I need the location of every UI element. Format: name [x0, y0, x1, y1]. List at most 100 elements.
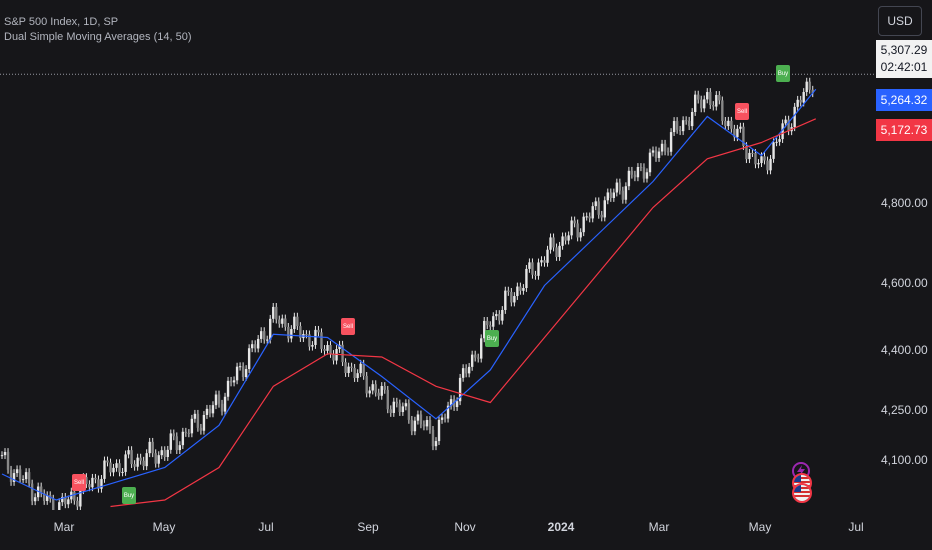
candle-body [133, 464, 136, 467]
candle-body [85, 477, 88, 485]
candle-body [724, 120, 727, 127]
candle-body [437, 419, 441, 442]
sma14-price-tag: 5,264.32 [876, 89, 932, 111]
candle-body [359, 363, 362, 374]
buy-signal-badge[interactable]: Buy [122, 487, 136, 504]
candle-body [525, 268, 528, 289]
candle-body [33, 497, 37, 502]
candle-body [181, 431, 185, 446]
candle-body [39, 486, 43, 494]
time-tick: May [152, 520, 176, 534]
candle-body [392, 401, 396, 413]
currency-button[interactable]: USD [878, 6, 922, 36]
candle-body [751, 152, 754, 154]
candle-body [353, 367, 356, 379]
candle-body [190, 418, 194, 434]
candle-body [425, 420, 429, 427]
candle-body [467, 366, 471, 374]
candle-body [109, 462, 112, 473]
candle-body [672, 121, 676, 133]
candle-body [136, 457, 139, 467]
candle-body [570, 220, 573, 236]
candle-body [121, 471, 124, 473]
time-tick: May [748, 520, 772, 534]
candle-body [15, 469, 19, 474]
candle-body [398, 403, 402, 413]
candle-body [588, 216, 591, 219]
candle-body [416, 414, 420, 421]
candle-body [305, 334, 308, 336]
time-tick: Jul [258, 520, 274, 534]
candle-body [775, 141, 778, 143]
candle-body [229, 380, 233, 383]
candle-body [344, 362, 347, 374]
candle-body [733, 128, 736, 138]
candle-body [266, 339, 269, 341]
candle-body [299, 326, 302, 339]
candle-body [603, 200, 606, 218]
candle-body [220, 403, 224, 412]
candle-body [567, 235, 570, 241]
candle-body [507, 290, 510, 292]
candle-body [796, 99, 799, 107]
candle-body [91, 477, 94, 488]
candle-body [362, 363, 365, 376]
candle-body [278, 319, 281, 324]
candle-body [480, 338, 483, 359]
sma50-price-tag: 5,172.73 [876, 119, 932, 141]
candle-body [501, 309, 504, 321]
buy-signal-badge[interactable]: Buy [485, 330, 499, 347]
candle-body [715, 94, 718, 107]
candle-body [112, 467, 115, 473]
candle-body [498, 314, 501, 321]
candle-body [259, 331, 263, 339]
candle-body [410, 419, 414, 432]
sell-signal-badge[interactable]: Sell [72, 474, 86, 491]
candle-body [721, 100, 724, 121]
chart-pane[interactable]: S&P 500 Index, 1D, SP Dual Simple Moving… [0, 0, 875, 510]
candle-body [350, 366, 353, 368]
candle-body [58, 502, 61, 510]
candle-body [377, 392, 380, 396]
candle-body [386, 389, 389, 410]
indicator-title[interactable]: Dual Simple Moving Averages (14, 50) [4, 31, 192, 43]
buy-signal-badge[interactable]: Buy [776, 65, 790, 82]
price-axis[interactable]: 4,800.00 4,600.00 4,400.00 4,250.00 4,10… [875, 0, 932, 510]
candle-body [627, 170, 631, 187]
candle-body [446, 405, 450, 419]
candle-body [781, 123, 784, 140]
candle-body [422, 424, 426, 427]
candle-body [473, 354, 477, 358]
candle-body [293, 316, 296, 330]
candle-body [739, 126, 742, 129]
last-price-tag: 5,307.29 02:42:01 [876, 40, 932, 78]
time-tick: Nov [454, 520, 476, 534]
candle-body [365, 375, 368, 394]
candle-body [769, 158, 772, 171]
candle-body [573, 220, 576, 224]
candle-body [546, 249, 549, 263]
candle-body [103, 460, 106, 479]
candle-body [124, 454, 127, 472]
candle-body [193, 413, 197, 419]
candle-body [76, 500, 79, 507]
candle-body [296, 316, 299, 327]
last-price-value: 5,307.29 [880, 43, 928, 57]
candle-body [383, 386, 386, 390]
candle-body [46, 495, 49, 501]
candle-body [591, 206, 594, 219]
candle-body [745, 146, 748, 160]
sell-signal-badge[interactable]: Sell [735, 103, 749, 120]
candle-body [196, 413, 200, 428]
us-flag-icon[interactable] [792, 483, 812, 503]
time-axis[interactable]: Mar May Jul Sep Nov 2024 Mar May Jul [0, 510, 932, 550]
sell-signal-badge[interactable]: Sell [341, 318, 355, 335]
candle-body [718, 94, 721, 101]
candle-body [287, 326, 290, 339]
symbol-title[interactable]: S&P 500 Index, 1D, SP [4, 16, 119, 28]
candle-body [332, 353, 335, 361]
candle-body [290, 329, 293, 339]
candle-body [727, 120, 730, 127]
price-chart[interactable] [0, 0, 875, 510]
candle-body [263, 331, 266, 340]
